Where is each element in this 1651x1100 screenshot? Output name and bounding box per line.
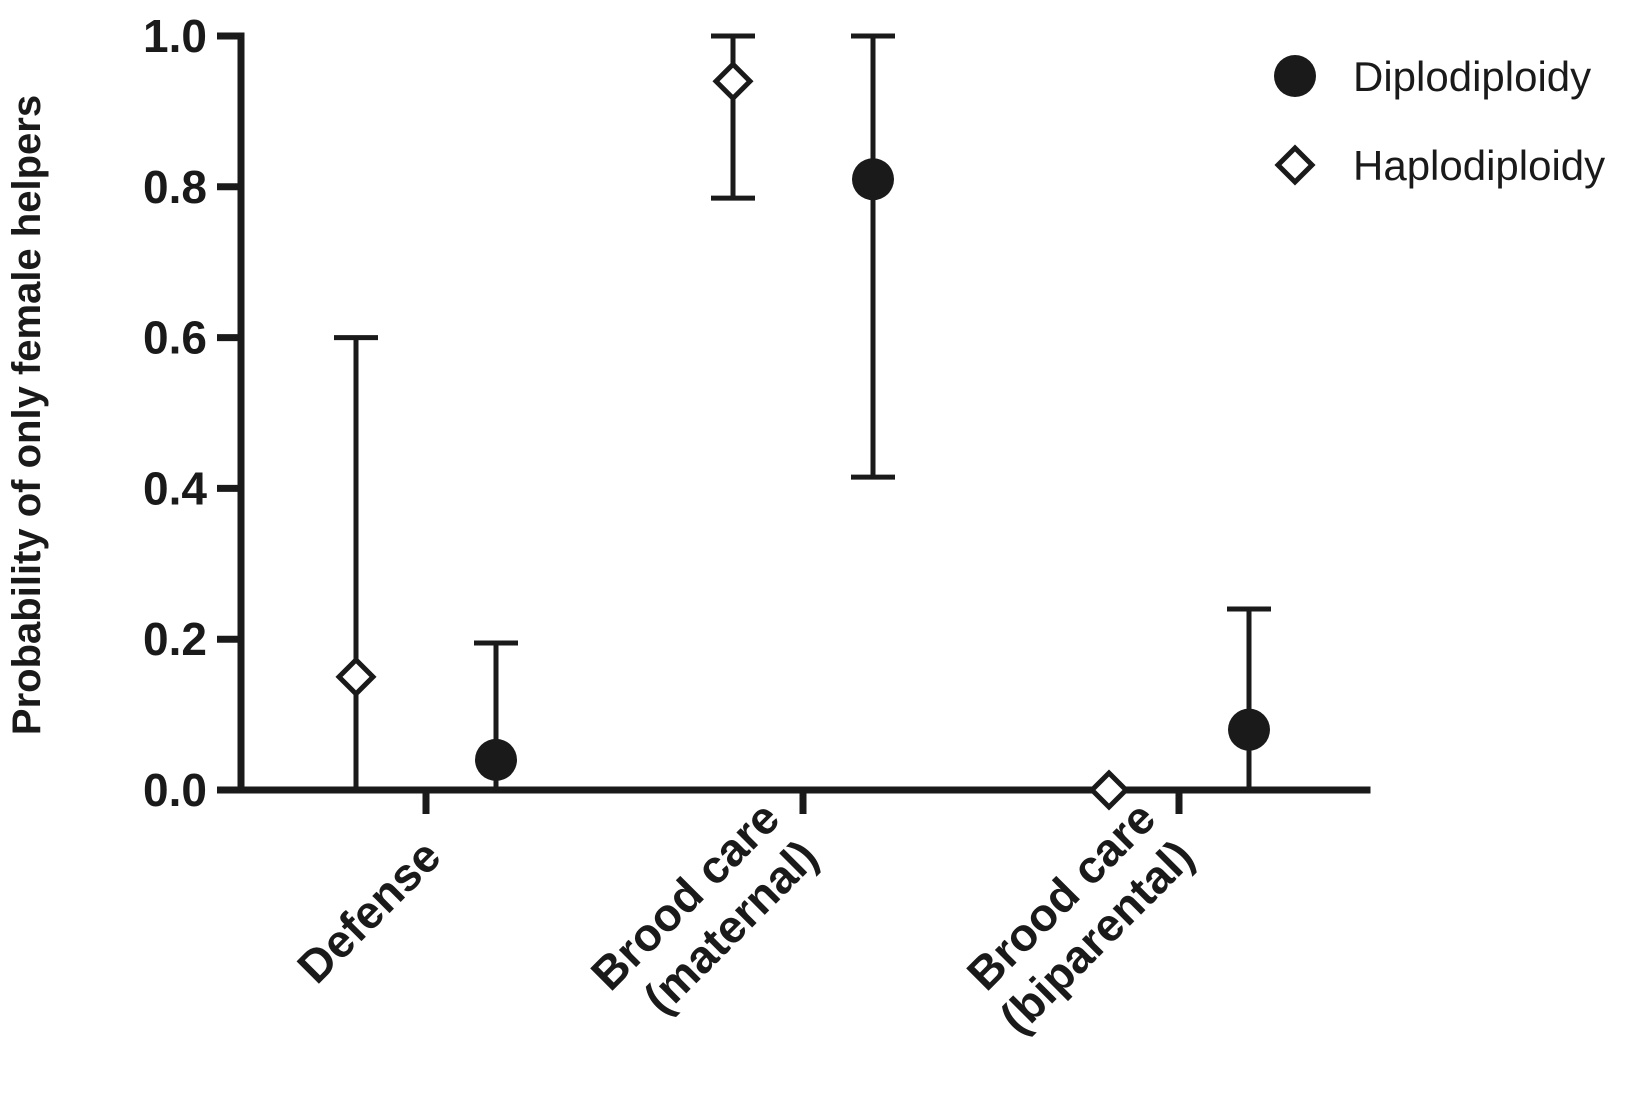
x-tick-label-group: Defense (287, 830, 450, 993)
x-axis-ticks: Defense Brood care(maternal) Brood care(bi… (287, 790, 1203, 1043)
y-tick-label: 0.4 (143, 462, 207, 514)
data-point-haplodiploidy (335, 656, 377, 698)
x-tick-label-group: Brood care(biparental) (957, 791, 1204, 1043)
data-point-diplodiploidy (1228, 708, 1270, 751)
y-tick-label: 0.2 (143, 613, 207, 665)
legend-label: Diplodiploidy (1353, 53, 1591, 100)
x-tick-label: Defense (287, 830, 450, 993)
legend: Diplodiploidy Haplodiploidy (1274, 53, 1605, 189)
data-point-haplodiploidy (1088, 769, 1130, 811)
y-tick-label: 1.0 (143, 10, 207, 62)
data-point-diplodiploidy (852, 158, 894, 201)
y-tick-label: 0.8 (143, 161, 207, 213)
data-marks (334, 33, 1271, 811)
legend-label: Haplodiploidy (1353, 142, 1605, 189)
y-tick-label: 0.6 (143, 312, 207, 364)
legend-marker-diplodiploidy (1274, 55, 1316, 97)
x-tick-label-group: Brood care(maternal) (581, 791, 828, 1023)
data-point-diplodiploidy (475, 738, 517, 781)
y-tick-label: 0.0 (143, 764, 207, 816)
legend-marker-haplodiploidy (1274, 144, 1316, 186)
y-axis-title: Probability of only female helpers (5, 95, 49, 735)
data-point-haplodiploidy (712, 60, 754, 102)
y-axis-title-group: Probability of only female helpers (5, 95, 49, 735)
y-axis-ticks: 0.0 0.2 0.4 0.6 0.8 1.0 (143, 10, 241, 816)
